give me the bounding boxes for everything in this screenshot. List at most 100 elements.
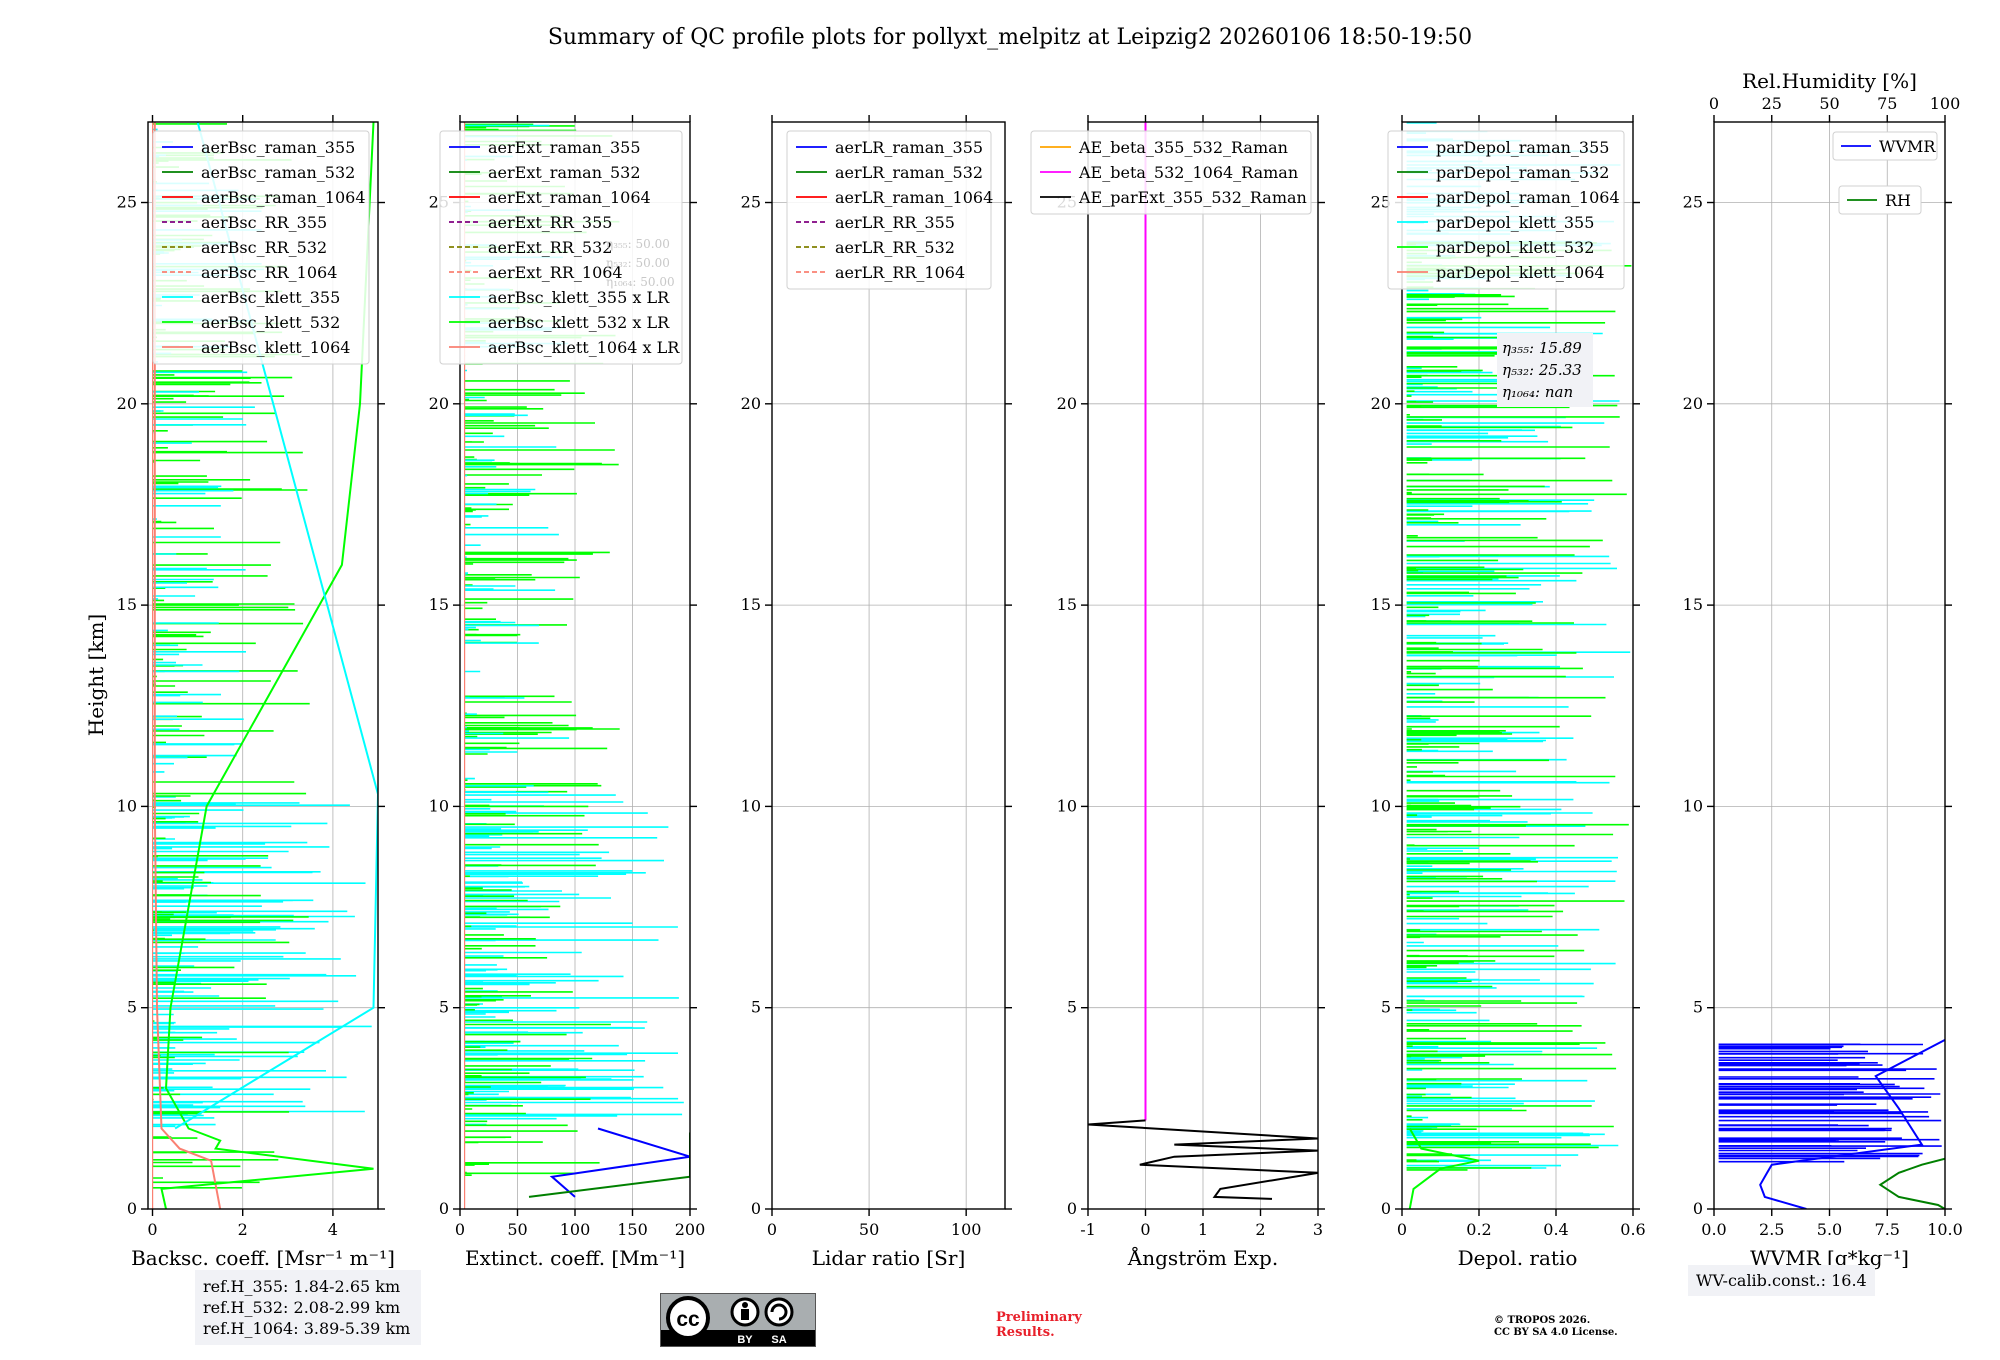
y-tick-label: 25 [1683,193,1703,212]
x-tick-label: 0 [767,1220,777,1239]
y-tick-label: 0 [127,1199,137,1218]
y-tick-label: 5 [1067,998,1077,1017]
y-tick-label: 10 [429,796,449,815]
x-tick-label: 2 [238,1220,248,1239]
y-tick-label: 20 [117,394,137,413]
y-tick-label: 0 [1693,1199,1703,1218]
legend-label: aerLR_RR_532 [835,238,955,257]
legend-label: aerBsc_klett_355 [201,288,340,307]
legend-box [786,130,992,290]
cc-label: cc [676,1308,700,1331]
legend-label: parDepol_raman_1064 [1436,188,1620,207]
legend-label: RH [1885,191,1911,210]
legend-label: AE_beta_355_532_Raman [1078,138,1288,157]
series-aerExt_raman_532 [528,1132,690,1198]
legend-label: aerBsc_klett_532 x LR [488,313,670,332]
annotation-box [1497,333,1593,407]
legend-label: aerExt_RR_1064 [488,263,623,282]
copyright-note: © TROPOS 2026. CC BY SA 4.0 License. [1494,1315,1618,1339]
y-tick-label: 20 [1057,394,1077,413]
series-RH [1878,1157,1945,1209]
y-tick-label: 25 [741,193,761,212]
secondary-x-tick-label: 0 [1709,94,1719,113]
secondary-x-tick-label: 25 [1762,94,1782,113]
y-tick-label: 25 [117,193,137,212]
legend-box [1838,185,1922,215]
legend-label: aerBsc_klett_1064 [201,338,350,357]
y-tick-label: 10 [741,796,761,815]
figure-title: Summary of QC profile plots for pollyxt_… [548,25,1472,50]
y-tick-label: 20 [1683,394,1703,413]
legend-box [1387,130,1625,290]
x-axis-label: Ångström Exp. [1127,1245,1278,1270]
series-aerBsc_klett_1064 [153,122,222,1209]
ref-height-532: ref.H_532: 2.08-2.99 km [203,1298,401,1317]
ref-height-355: ref.H_355: 1.84-2.65 km [203,1277,401,1296]
legend-label: aerExt_raman_355 [488,138,641,157]
x-tick-label: 100 [560,1220,591,1239]
annotation-line: η₅₃₂: 25.33 [1502,361,1582,379]
legend-label: aerBsc_klett_1064 x LR [488,338,680,357]
legend-box [439,130,683,365]
copyright-line1: © TROPOS 2026. [1494,1315,1591,1326]
y-tick-label: 0 [1067,1199,1077,1218]
y-tick-label: 20 [741,394,761,413]
legend-label: aerLR_raman_532 [835,163,983,182]
y-tick-label: 10 [117,796,137,815]
x-tick-label: 50 [859,1220,879,1239]
legend-label: aerBsc_klett_355 x LR [488,288,670,307]
x-tick-label: 0 [147,1220,157,1239]
x-tick-label: 1 [1198,1220,1208,1239]
sa-icon [764,1297,794,1327]
legend-label: aerLR_raman_355 [835,138,983,157]
cc-license-badge: cc BY SA [660,1293,816,1347]
legend-label: AE_parExt_355_532_Raman [1078,188,1307,207]
x-tick-label: 10.0 [1927,1220,1963,1239]
x-tick-label: 0.0 [1701,1220,1726,1239]
x-tick-label: 2.5 [1759,1220,1784,1239]
trace-spikes [1718,1043,1942,1163]
panel-5: 0 5 10 15 20 25 0 0.2 0.4 0.6 Depol. ratio parDepol… [1371,115,1646,1270]
y-tick-label: 5 [1381,998,1391,1017]
reference-height-box: ref.H_355: 1.84-2.65 km ref.H_532: 2.08-… [195,1270,421,1345]
y-tick-label: 15 [117,595,137,614]
x-tick-label: 5.0 [1817,1220,1842,1239]
legend-box [1832,131,1938,161]
legend-label: aerLR_RR_1064 [835,263,965,282]
preliminary-line2: Results. [996,1325,1055,1340]
x-tick-label: 0 [1397,1220,1407,1239]
legend-label: parDepol_klett_532 [1436,238,1594,257]
legend-label: aerExt_raman_532 [488,163,641,182]
legend-label: aerLR_RR_355 [835,213,955,232]
x-tick-label: 50 [507,1220,527,1239]
x-tick-label: 4 [328,1220,338,1239]
legend-label: aerBsc_RR_532 [201,238,327,257]
trace-spikes [152,123,310,1189]
x-tick-label: 0.2 [1466,1220,1491,1239]
copyright-line2: CC BY SA 4.0 License. [1494,1327,1618,1338]
x-tick-label: 0.4 [1543,1220,1568,1239]
x-axis-label: Backsc. coeff. [Msr⁻¹ m⁻¹] [131,1246,395,1270]
series-AE_parExt_355_532_Raman [1088,1119,1318,1200]
secondary-x-tick-label: 75 [1877,94,1897,113]
hidden-label: η₃₅₅: 50.00 [606,237,670,251]
axes-frame [1401,121,1634,1210]
annotation-line: η₁₀₆₄: nan [1502,383,1573,401]
y-tick-label: 25 [1371,193,1391,212]
y-tick-label: 15 [741,595,761,614]
series-WVMR [1759,1039,1945,1209]
legend-label: aerBsc_raman_1064 [201,188,366,207]
legend-label: aerBsc_raman_532 [201,163,355,182]
y-tick-label: 5 [127,998,137,1017]
by-label: BY [737,1334,753,1346]
x-tick-label: 2 [1255,1220,1265,1239]
y-tick-label: 10 [1683,796,1703,815]
x-axis-label: Depol. ratio [1458,1246,1578,1270]
panel-3: 0 5 10 15 20 25 0 50 100 Lidar ratio [Sr] aerLR_ra… [741,115,1012,1270]
legend-label: aerBsc_RR_1064 [201,263,337,282]
plot-area [1718,1039,1945,1209]
legend-label: parDepol_klett_355 [1436,213,1594,232]
